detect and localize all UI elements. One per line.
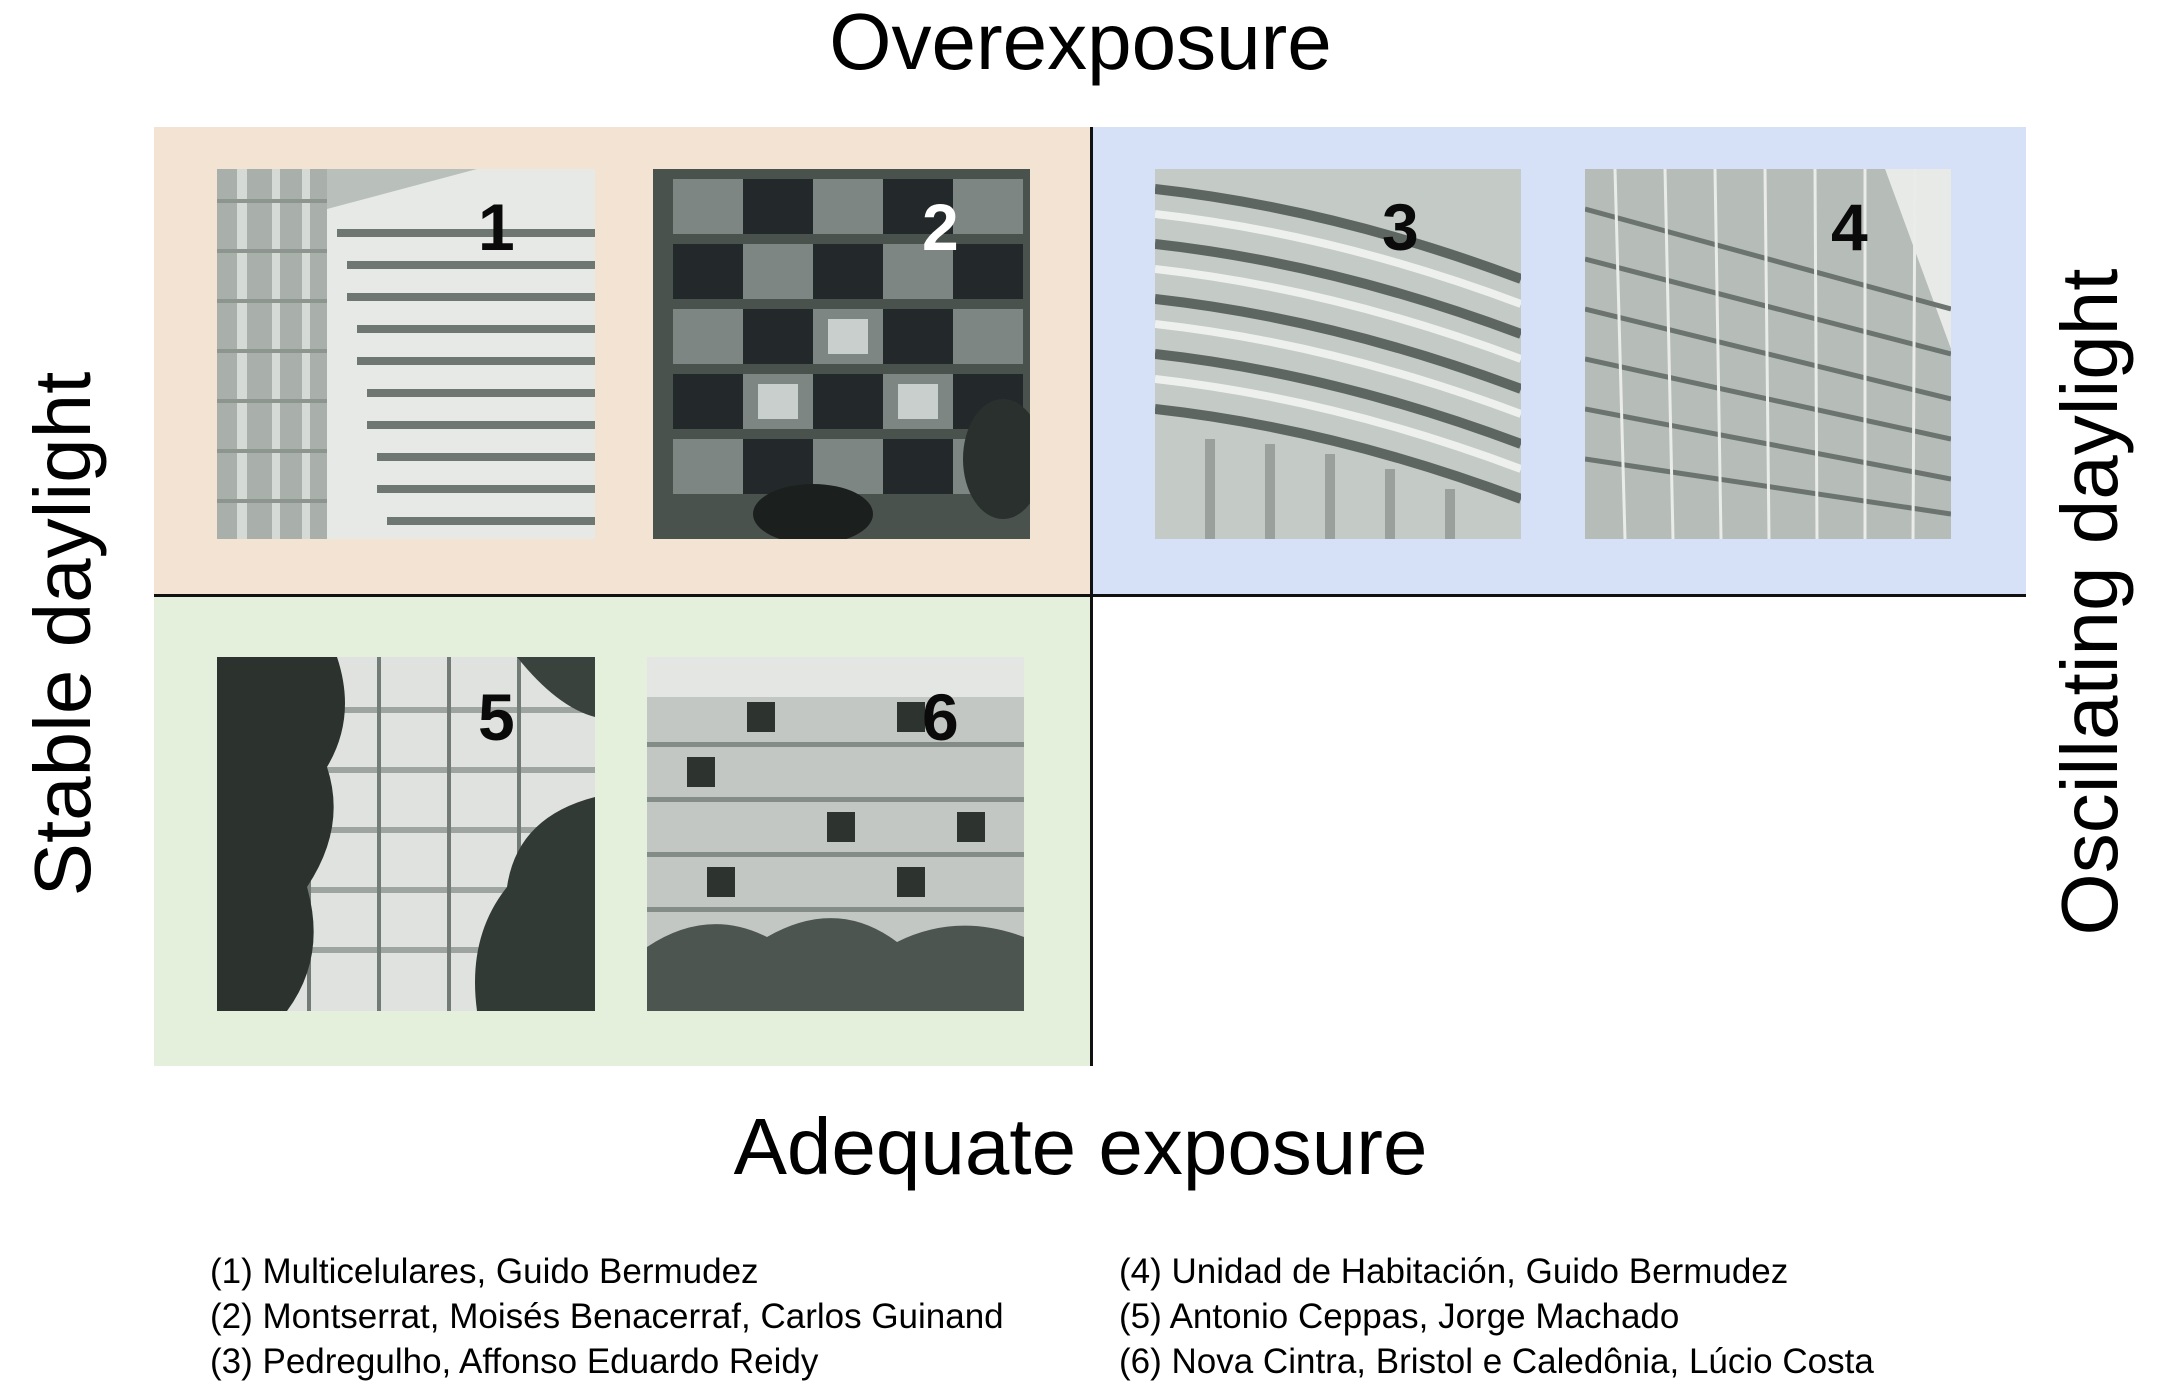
building-photo-2 [653, 169, 1030, 539]
legend-item: (5) Antonio Ceppas, Jorge Machado [1119, 1297, 1680, 1336]
legend-item: (4) Unidad de Habitación, Guido Bermudez [1119, 1252, 1789, 1291]
horizontal-axis-line [154, 594, 2026, 597]
building-photo-1 [217, 169, 595, 539]
legend-item: (1) Multicelulares, Guido Bermudez [210, 1252, 759, 1291]
building-photo-3 [1155, 169, 1521, 539]
photo-number-6: 6 [922, 680, 959, 754]
legend-item: (2) Montserrat, Moisés Benacerraf, Carlo… [210, 1297, 1004, 1336]
building-photo-6 [647, 657, 1024, 1011]
legend-right: (4) Unidad de Habitación, Guido Bermudez… [1119, 1249, 1874, 1384]
legend-left: (1) Multicelulares, Guido Bermudez (2) M… [210, 1249, 1004, 1384]
photo-number-4: 4 [1831, 190, 1868, 264]
axis-label-left: Stable daylight [18, 371, 107, 897]
photo-number-2: 2 [922, 190, 959, 264]
axis-label-bottom: Adequate exposure [733, 1102, 1428, 1191]
legend-item: (3) Pedregulho, Affonso Eduardo Reidy [210, 1342, 819, 1381]
axis-label-right: Oscillating daylight [2045, 268, 2134, 936]
photo-number-3: 3 [1382, 190, 1419, 264]
axis-label-top: Overexposure [829, 0, 1332, 86]
building-photo-4 [1585, 169, 1951, 539]
legend-item: (6) Nova Cintra, Bristol e Caledônia, Lú… [1119, 1342, 1874, 1381]
photo-number-1: 1 [478, 190, 515, 264]
photo-number-5: 5 [478, 680, 515, 754]
building-photo-5 [217, 657, 595, 1011]
